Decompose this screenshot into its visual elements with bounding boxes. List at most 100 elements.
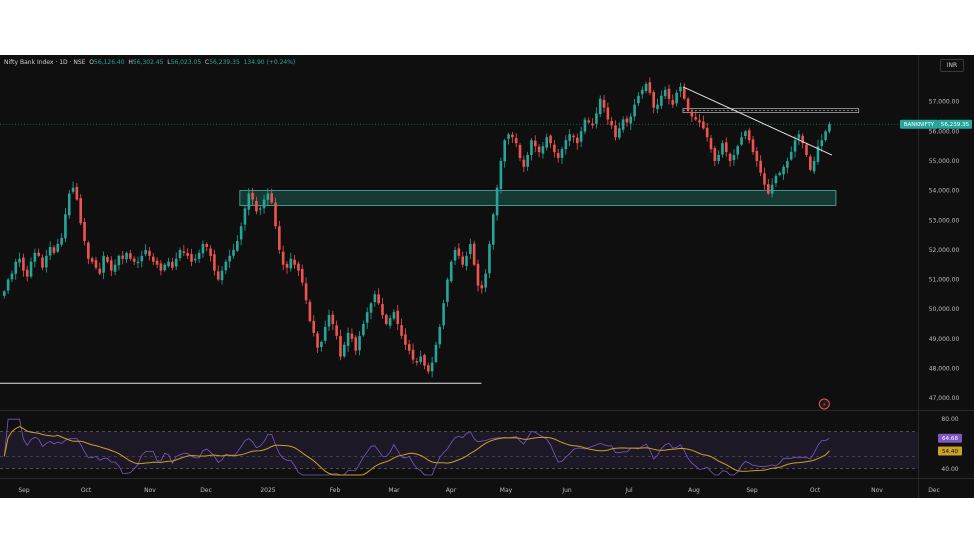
- candle: [491, 214, 495, 245]
- rsi-value-label: 64.68: [942, 436, 958, 442]
- price-tick-label: 52,000.00: [929, 247, 960, 254]
- candle: [786, 160, 789, 168]
- candle: [423, 355, 426, 366]
- candle: [633, 104, 636, 117]
- candle: [763, 173, 766, 185]
- price-tick-label: 55,000.00: [929, 158, 960, 165]
- candle: [690, 111, 694, 117]
- candle: [41, 257, 44, 268]
- candle: [610, 121, 613, 126]
- candle: [342, 344, 346, 357]
- candle: [744, 131, 747, 137]
- candle: [556, 153, 560, 158]
- price-chart[interactable]: 57,000.00 56,000.00 55,000.00 54,000.00 53,0…: [0, 55, 974, 498]
- time-tick-label: 2025: [260, 487, 275, 494]
- candle: [549, 135, 552, 144]
- candle: [335, 325, 338, 336]
- candle: [312, 320, 316, 333]
- candle: [774, 175, 778, 184]
- chart-area[interactable]: 57,000.00 56,000.00 55,000.00 54,000.00 53,0…: [0, 55, 974, 498]
- candle: [33, 252, 37, 262]
- open-label: O: [89, 59, 95, 66]
- candle: [37, 252, 40, 256]
- candle: [663, 89, 667, 97]
- candle: [45, 255, 48, 268]
- candle: [354, 337, 358, 351]
- candle: [10, 273, 14, 280]
- candle: [526, 155, 529, 167]
- candle: [174, 258, 178, 267]
- candle: [621, 119, 625, 130]
- candle: [129, 253, 132, 259]
- candle: [67, 193, 71, 216]
- candle: [300, 268, 304, 283]
- candle: [434, 344, 438, 363]
- candle: [266, 193, 270, 200]
- candle: [480, 285, 484, 289]
- candle: [281, 251, 285, 265]
- time-tick-label: Aug: [688, 487, 700, 494]
- time-tick-label: Nov: [871, 487, 883, 494]
- candle: [640, 89, 644, 95]
- candle: [740, 137, 743, 145]
- candle: [125, 252, 128, 260]
- candle: [805, 144, 808, 156]
- candle: [136, 261, 140, 264]
- candle: [358, 335, 361, 351]
- candle: [236, 241, 239, 251]
- rsi-ma-line: [3, 426, 830, 476]
- candle: [579, 131, 583, 142]
- candle: [598, 98, 602, 115]
- candle: [117, 255, 121, 266]
- candle: [369, 303, 373, 313]
- candle: [618, 128, 621, 138]
- time-tick-label: Apr: [446, 487, 457, 494]
- candle: [239, 226, 243, 240]
- candle: [778, 172, 782, 176]
- candle: [686, 98, 690, 111]
- candle: [262, 199, 266, 209]
- candle: [83, 221, 86, 241]
- candle: [308, 301, 312, 322]
- candle: [564, 140, 568, 150]
- candle: [446, 279, 449, 302]
- candle: [25, 269, 29, 277]
- candle: [216, 271, 220, 280]
- candle: [163, 264, 167, 271]
- flash-icon[interactable]: [818, 398, 830, 410]
- candle: [365, 312, 369, 323]
- time-tick-label: Jul: [624, 487, 633, 494]
- candle: [644, 83, 648, 92]
- candle: [660, 95, 663, 106]
- flash-icon-glyph: ⚡: [822, 402, 826, 409]
- candle: [576, 137, 579, 144]
- candle: [572, 135, 575, 138]
- candle: [419, 356, 422, 362]
- candle: [820, 140, 824, 146]
- candle: [537, 146, 541, 153]
- candle: [553, 144, 556, 153]
- candle: [541, 146, 545, 154]
- high-value: 56,302.45: [132, 59, 164, 66]
- candle: [60, 238, 63, 245]
- candle: [560, 149, 564, 158]
- candle: [251, 192, 254, 200]
- candle: [106, 257, 109, 262]
- close-label: C: [205, 59, 210, 66]
- candle: [499, 160, 503, 190]
- price-tick-label: 51,000.00: [929, 277, 960, 284]
- candle: [194, 258, 197, 261]
- candle: [327, 315, 331, 327]
- time-tick-label: May: [500, 487, 513, 494]
- rsi-line: [3, 418, 830, 476]
- currency-button[interactable]: INR: [940, 59, 964, 72]
- candle: [79, 198, 82, 224]
- interval-label[interactable]: 1D: [59, 59, 68, 66]
- candle: [728, 153, 732, 161]
- candle: [197, 252, 201, 259]
- candle: [828, 124, 831, 132]
- candle: [350, 333, 354, 339]
- candle: [587, 120, 591, 123]
- symbol-name: Nifty Bank Index: [4, 59, 54, 66]
- candle: [713, 148, 717, 161]
